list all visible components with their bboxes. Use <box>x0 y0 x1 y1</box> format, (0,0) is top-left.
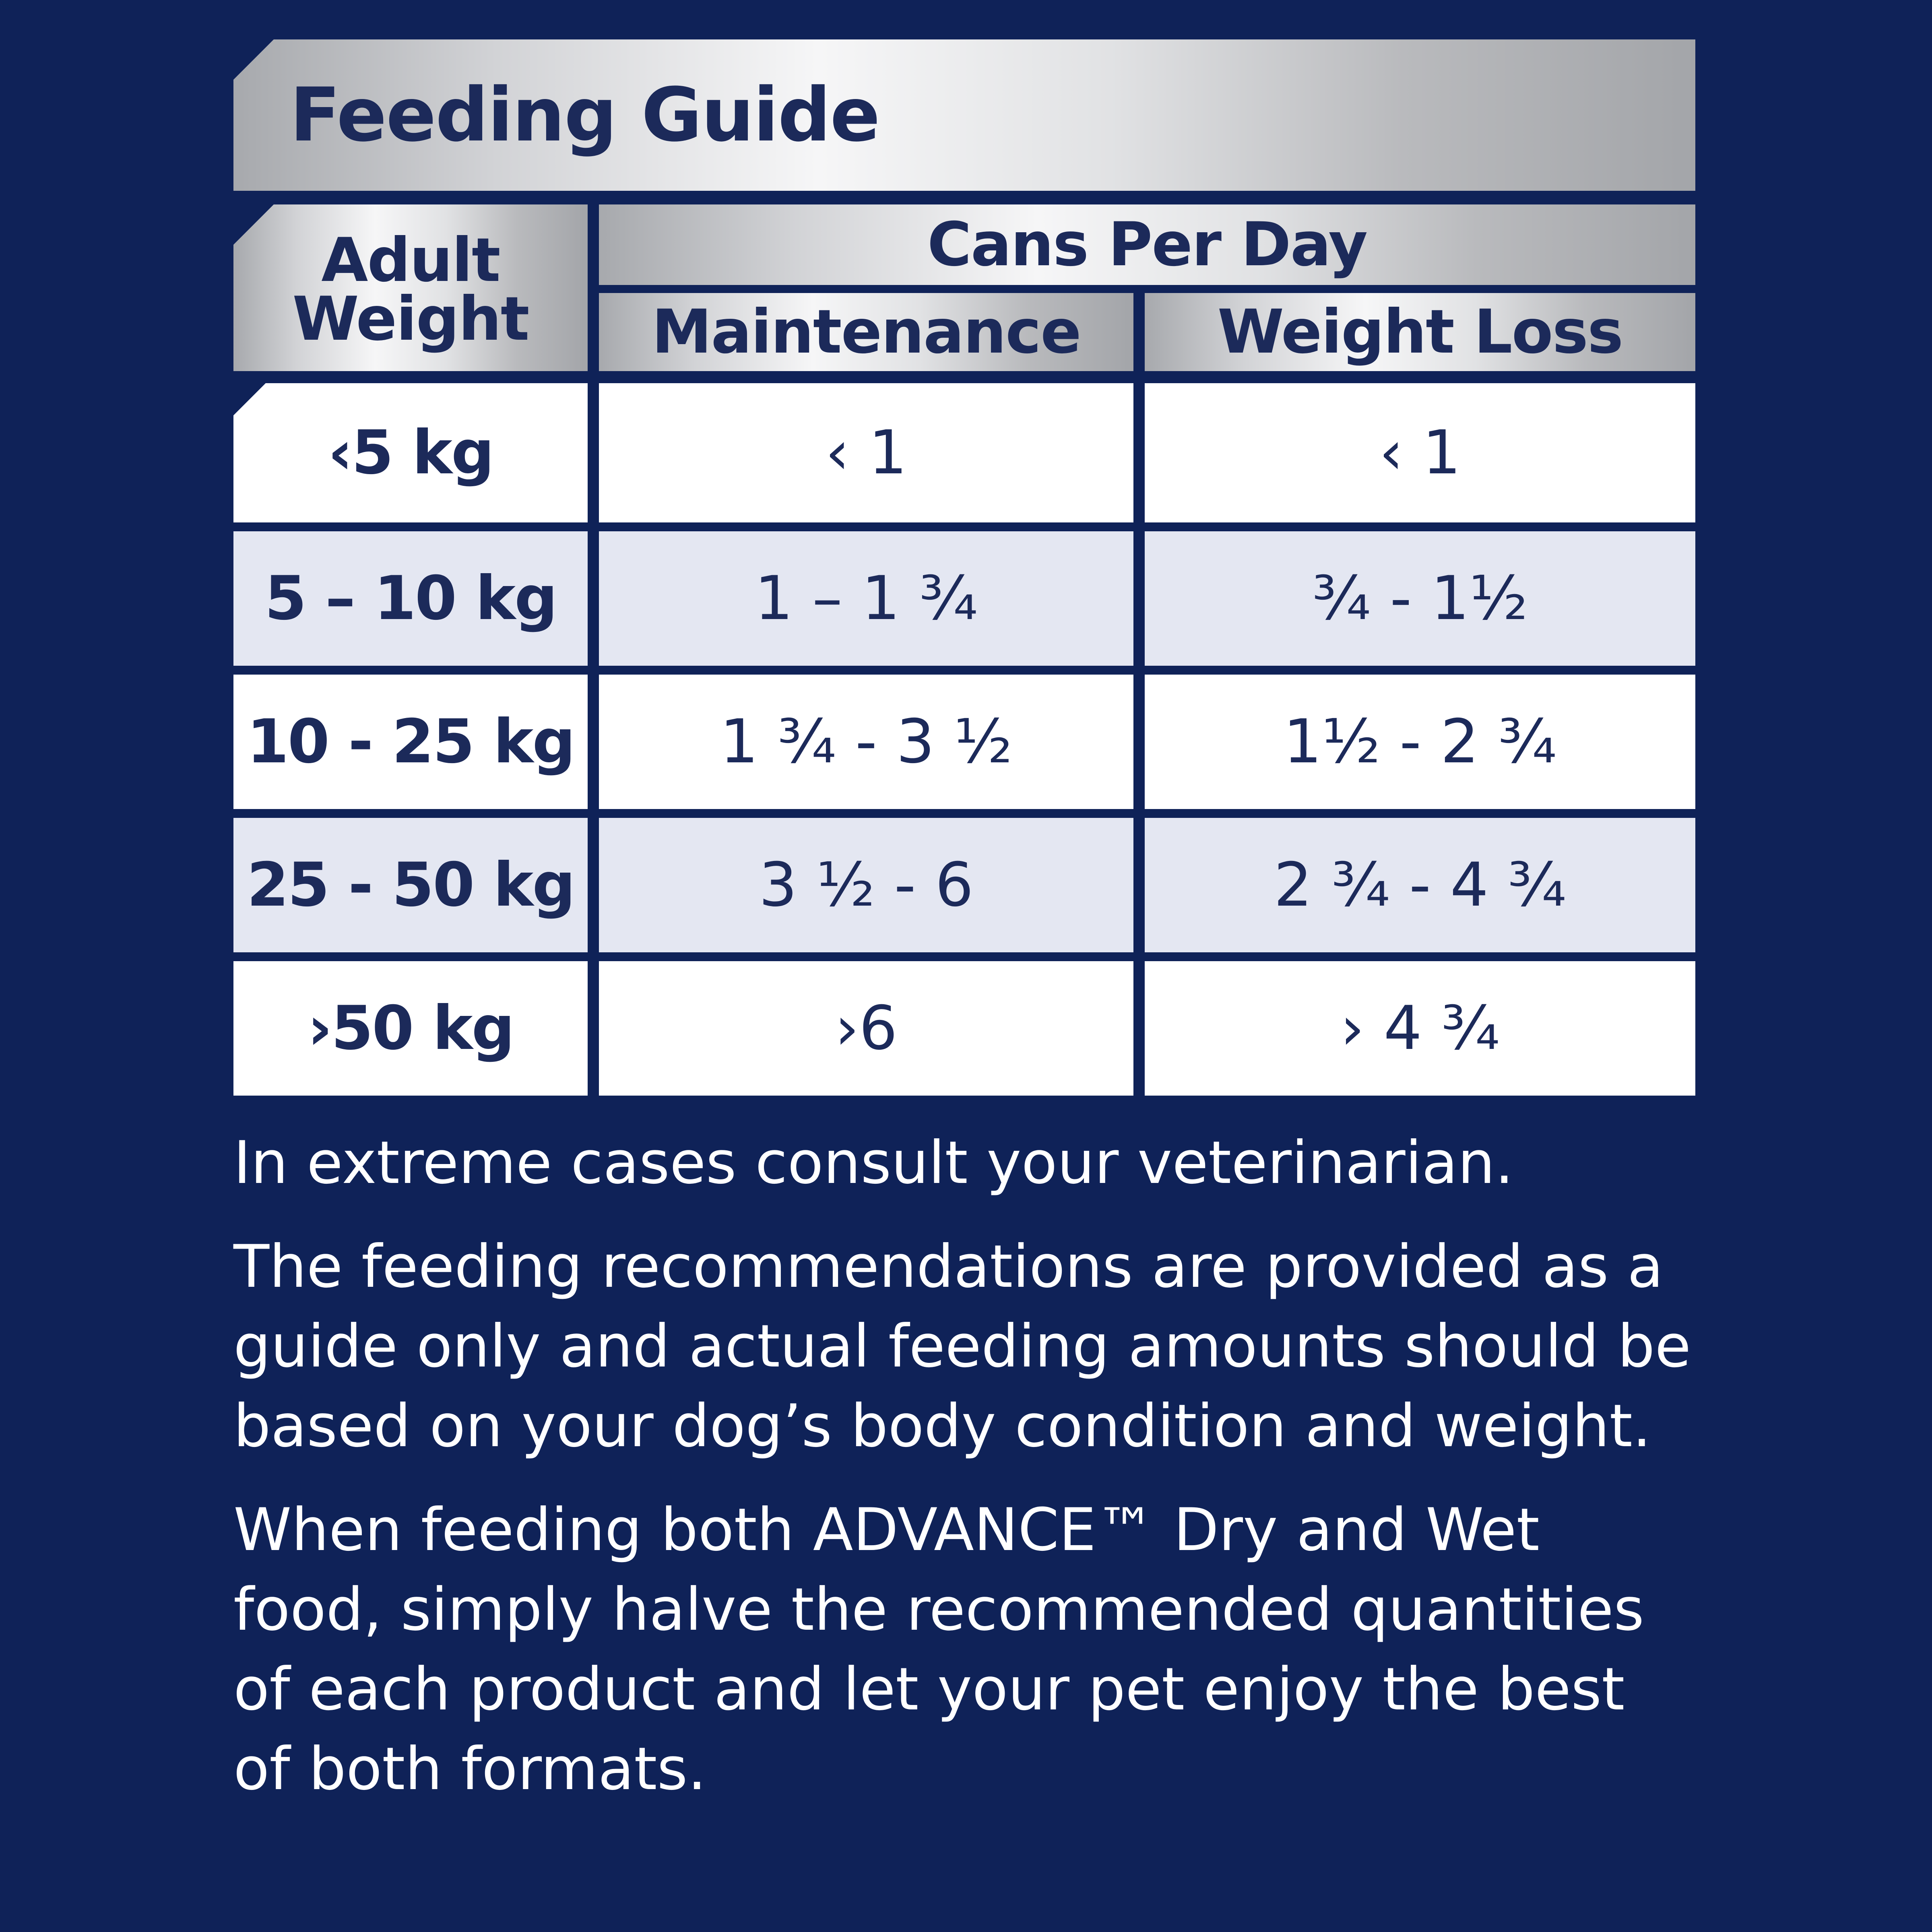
table-row-4-weight-loss: 2 ¾ - 4 ¾ <box>1145 818 1695 952</box>
table-row-2-weight: 5 – 10 kg <box>233 531 588 666</box>
table-row-1-weight: ‹5 kg <box>233 383 588 522</box>
table-row-4-maintenance: 3 ½ - 6 <box>599 818 1133 952</box>
table-row-3-weight-loss: 1½ - 2 ¾ <box>1145 675 1695 809</box>
table-row-2-maintenance: 1 – 1 ¾ <box>599 531 1133 666</box>
header-adult-weight: Adult Weight <box>233 204 588 371</box>
header-weight-line1: Adult <box>321 225 500 295</box>
table-row-1-maintenance: ‹ 1 <box>599 383 1133 522</box>
page-title: Feeding Guide <box>290 72 880 158</box>
header-maintenance: Maintenance <box>599 293 1133 371</box>
table-row-5-maintenance: ›6 <box>599 961 1133 1096</box>
feeding-notes: In extreme cases consult your veterinari… <box>233 1123 1699 1833</box>
table-row-3-maintenance: 1 ¾ - 3 ½ <box>599 675 1133 809</box>
header-weight-line2: Weight <box>292 284 529 354</box>
table-row-1-weight-loss: ‹ 1 <box>1145 383 1695 522</box>
table-row-2-weight-loss: ¾ - 1½ <box>1145 531 1695 666</box>
note-dry-and-wet: When feeding both ADVANCE™ Dry and Wet f… <box>233 1496 1644 1803</box>
title-banner: Feeding Guide <box>233 39 1695 191</box>
table-row-4-weight: 25 - 50 kg <box>233 818 588 952</box>
table-row-5-weight-loss: › 4 ¾ <box>1145 961 1695 1096</box>
header-weight-loss: Weight Loss <box>1145 293 1695 371</box>
header-cans-per-day: Cans Per Day <box>599 204 1695 285</box>
note-recommendations: The feeding recommendations are provided… <box>233 1232 1691 1460</box>
table-row-3-weight: 10 - 25 kg <box>233 675 588 809</box>
table-row-5-weight: ›50 kg <box>233 961 588 1096</box>
note-veterinarian: In extreme cases consult your veterinari… <box>233 1129 1514 1197</box>
